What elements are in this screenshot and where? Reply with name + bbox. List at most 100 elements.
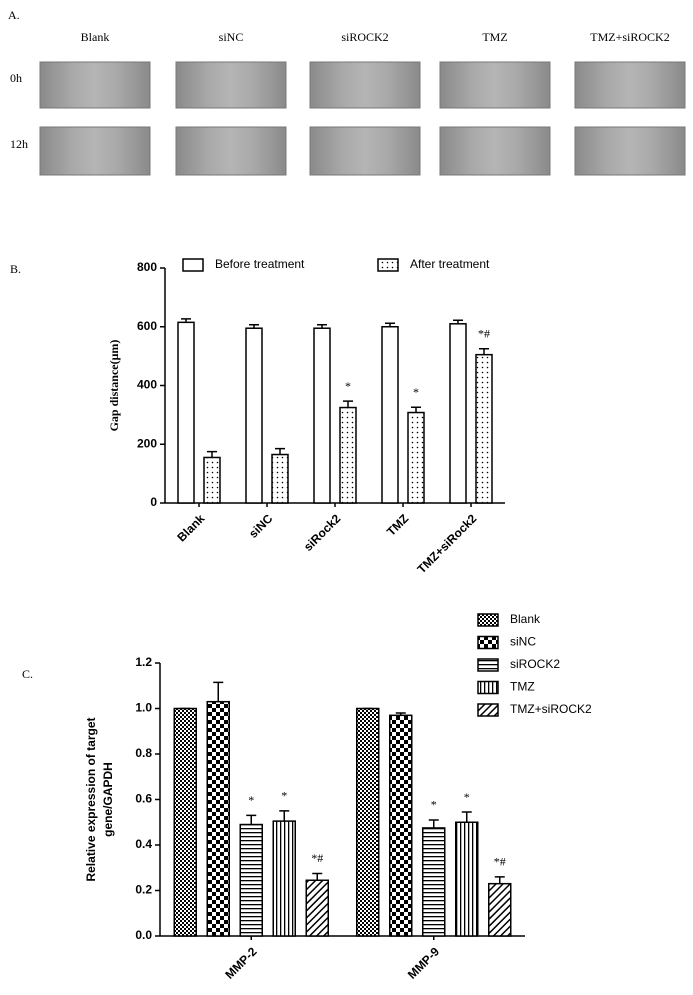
bar — [245, 327, 263, 504]
error-bar — [275, 447, 285, 455]
micrograph — [39, 61, 151, 109]
error-bar — [494, 876, 505, 884]
micrograph — [39, 126, 151, 176]
legend-swatch — [377, 258, 399, 272]
panel-label: C. — [22, 667, 33, 681]
error-bar — [453, 319, 463, 324]
legend-swatch — [477, 635, 499, 650]
error-bar — [317, 323, 327, 329]
x-tick-label: MMP-2 — [222, 944, 259, 981]
x-tick-label: TMZ+siRock2 — [415, 511, 480, 576]
bar — [313, 327, 331, 504]
y-tick-label: 600 — [137, 319, 157, 333]
y-axis-label: Relative expression of target — [84, 717, 98, 881]
bar — [422, 827, 446, 937]
x-tick-label: siRock2 — [301, 511, 344, 554]
legend-label: TMZ — [510, 680, 535, 694]
annotation: * — [413, 385, 419, 399]
error-bar — [461, 811, 472, 823]
micrograph — [574, 61, 686, 109]
y-tick-label: 800 — [137, 260, 157, 274]
micrograph — [574, 126, 686, 176]
y-tick-label: 200 — [137, 436, 157, 450]
x-tick-label: MMP-9 — [405, 944, 442, 981]
y-tick-label: 0.4 — [135, 837, 152, 851]
y-tick-label: 400 — [137, 378, 157, 392]
micrograph — [309, 126, 421, 176]
y-tick-label: 1.2 — [135, 655, 152, 669]
y-tick-label: 1.0 — [135, 701, 152, 715]
error-bar — [343, 400, 353, 408]
bar — [356, 707, 380, 937]
bar — [206, 700, 230, 937]
panel-label: B. — [10, 262, 21, 276]
legend-label: Blank — [510, 612, 541, 626]
bar — [173, 707, 197, 937]
bar — [339, 406, 357, 504]
error-bar — [246, 814, 257, 825]
y-tick-label: 0.8 — [135, 746, 152, 760]
legend-swatch — [182, 258, 204, 272]
legend-label: After treatment — [410, 257, 490, 271]
error-bar — [395, 712, 406, 716]
annotation: *# — [494, 855, 506, 869]
micrograph — [175, 126, 287, 176]
error-bar — [249, 323, 259, 329]
error-bar — [385, 322, 395, 327]
legend-swatch — [477, 680, 499, 695]
y-tick-label: 0 — [150, 495, 157, 509]
y-axis-label: gene/GAPDH — [101, 762, 115, 837]
annotation: * — [431, 798, 437, 812]
error-bar — [207, 450, 217, 458]
bar — [381, 326, 399, 504]
legend-swatch — [477, 613, 499, 627]
bar — [177, 321, 195, 504]
error-bar — [428, 819, 439, 828]
legend-label: Before treatment — [215, 257, 305, 271]
micrograph — [439, 126, 551, 176]
error-bar — [479, 348, 489, 355]
bar — [389, 714, 413, 937]
x-tick-label: Blank — [174, 511, 207, 544]
x-tick-label: siNC — [246, 511, 275, 540]
y-tick-label: 0.2 — [135, 883, 152, 897]
error-bar — [411, 406, 421, 413]
legend-label: TMZ+siROCK2 — [510, 702, 592, 716]
bar — [271, 453, 289, 504]
y-axis-label: Gap distance(μm) — [107, 340, 121, 432]
error-bar — [181, 318, 191, 323]
legend-swatch — [477, 703, 499, 717]
column-label: TMZ+siROCK2 — [590, 30, 669, 44]
column-label: siROCK2 — [341, 30, 388, 44]
bar — [305, 879, 329, 937]
column-label: Blank — [81, 30, 110, 44]
error-bar — [312, 872, 323, 881]
y-tick-label: 0.0 — [135, 928, 152, 942]
error-bar — [279, 810, 290, 822]
bar — [488, 882, 512, 937]
micrograph — [439, 61, 551, 109]
micrograph — [175, 61, 287, 109]
legend-label: siNC — [510, 635, 536, 649]
annotation: * — [464, 790, 470, 804]
annotation: *# — [478, 327, 490, 341]
bar — [272, 820, 296, 937]
bar — [407, 411, 425, 504]
row-label: 0h — [10, 71, 22, 85]
error-bar — [213, 681, 224, 702]
bar — [203, 456, 221, 504]
x-tick-label: TMZ — [384, 511, 411, 538]
annotation: * — [248, 793, 254, 807]
annotation: * — [281, 789, 287, 803]
column-label: siNC — [219, 30, 244, 44]
bar — [455, 821, 479, 937]
legend-label: siROCK2 — [510, 657, 560, 671]
legend-swatch — [477, 658, 499, 672]
y-tick-label: 0.6 — [135, 792, 152, 806]
bar — [449, 323, 467, 504]
row-label: 12h — [10, 137, 28, 151]
micrograph — [309, 61, 421, 109]
bar — [475, 353, 493, 504]
